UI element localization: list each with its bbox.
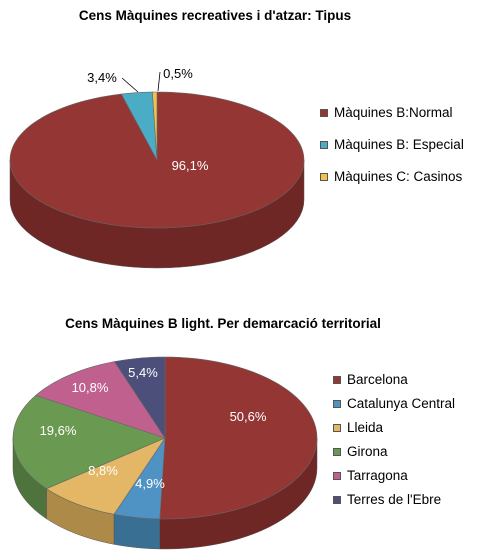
legend-item: Màquines B: Especial [320,137,490,153]
leader-line [157,71,161,92]
chart-machine-types: Cens Màquines recreatives i d'atzar: Tip… [9,8,490,269]
legend-item: Màquines C: Casinos [320,169,490,185]
pie-slice [12,395,166,490]
chart-title: Cens Màquines recreatives i d'atzar: Tip… [78,8,352,23]
data-label: 3,4% [87,70,117,85]
data-label: 10,8% [72,380,109,395]
pie-slice [45,437,166,515]
legend-label: Tarragona [347,468,408,483]
legend-label: Terres de l'Ebre [347,492,442,507]
legend-item: Màquines B:Normal [320,105,490,121]
legend-swatch [333,424,341,432]
pie-slice-side [113,514,160,550]
leader-line [121,77,139,93]
data-label: 50,6% [230,409,267,424]
data-label: 96,1% [172,158,209,173]
legend-swatch [333,472,341,480]
legend-label: Girona [347,444,388,459]
legend-label: Màquines B:Normal [334,105,453,120]
pie-slice [35,361,166,439]
legend-item: Tarragona [333,468,498,484]
pie-plot: 50,6% 4,9% 8,8% 19,6% 10,8% 5,4% [12,356,318,550]
legend: Màquines B:Normal Màquines B: Especial M… [320,105,490,201]
legend-label: Catalunya Central [347,396,456,411]
pie-plot: 96,1% 3,4% 0,5% [9,66,305,269]
chart-territorial: Cens Màquines B light. Per demarcació te… [0,300,498,555]
legend-item: Catalunya Central [333,396,498,412]
data-label: 19,6% [40,423,77,438]
legend-label: Lleida [347,420,384,435]
legend-swatch [333,376,341,384]
legend-label: Màquines B: Especial [334,137,464,152]
legend-item: Barcelona [333,372,498,388]
legend-swatch [333,496,341,504]
pie-slice [152,91,158,161]
legend-swatch [320,141,328,149]
legend-item: Girona [333,444,498,460]
legend-item: Lleida [333,420,498,436]
data-label: 0,5% [163,66,193,81]
pie-slice [113,436,166,520]
legend-label: Barcelona [347,372,408,387]
chart-title: Cens Màquines B light. Per demarcació te… [65,316,381,331]
legend-item: Terres de l'Ebre [333,492,498,508]
legend-swatch [333,400,341,408]
data-label: 5,4% [128,365,158,380]
data-label: 8,8% [88,463,118,478]
legend-swatch [320,173,328,181]
legend: Barcelona Catalunya Central Lleida Giron… [333,372,498,516]
legend-swatch [333,448,341,456]
pie-slice [159,356,318,520]
legend-label: Màquines C: Casinos [334,169,463,184]
pie-slice [113,356,166,439]
legend-swatch [320,109,328,117]
data-label: 4,9% [135,476,165,491]
pie-slice [120,91,158,161]
